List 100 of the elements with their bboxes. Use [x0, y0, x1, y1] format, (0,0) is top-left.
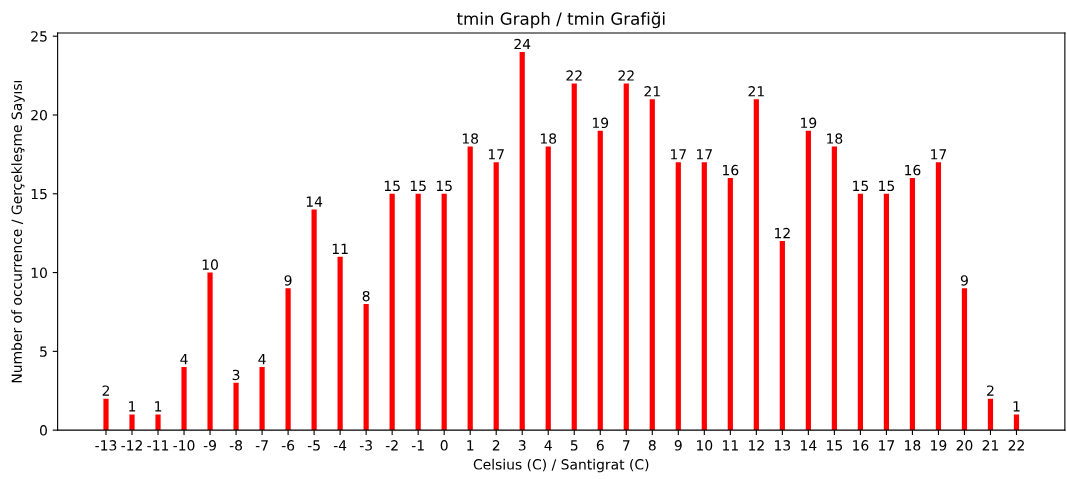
data-label: 1	[155, 401, 162, 412]
x-tick-label: 8	[648, 440, 656, 451]
bar	[129, 414, 135, 431]
data-label: 15	[853, 180, 869, 192]
x-tick-label: -13	[95, 440, 117, 451]
bar	[207, 272, 213, 431]
data-label: 17	[670, 149, 686, 160]
x-tick-label: -4	[333, 440, 347, 451]
bar	[181, 367, 187, 431]
data-label: 17	[931, 149, 947, 160]
data-label: 16	[905, 164, 921, 176]
x-tick-label: -3	[359, 440, 372, 451]
data-label: 3	[232, 369, 240, 381]
x-tick-label: -11	[147, 440, 169, 451]
x-tick-label: 7	[623, 440, 630, 451]
data-label: 18	[827, 133, 843, 144]
data-label: 11	[332, 243, 348, 254]
x-tick-label: 0	[440, 440, 448, 451]
x-tick-label: 21	[982, 440, 999, 451]
bar	[311, 209, 317, 431]
bar	[623, 83, 629, 431]
y-tick-label: 15	[31, 188, 47, 200]
bar	[493, 162, 499, 431]
x-tick-label: -5	[307, 440, 320, 451]
y-tick-label: 10	[31, 267, 47, 279]
bar	[337, 256, 343, 431]
data-label: 12	[775, 227, 790, 239]
bar	[935, 162, 942, 431]
bar	[805, 130, 811, 431]
x-tick-label: 9	[674, 440, 682, 451]
bar	[259, 367, 265, 431]
x-axis-title: Celsius (C) / Santigrat (C)	[473, 458, 649, 473]
bar	[1013, 414, 1020, 431]
x-tick-label: -9	[203, 440, 217, 451]
bar	[909, 178, 916, 431]
data-label: 1	[1013, 401, 1020, 412]
y-tick-label: 25	[31, 31, 47, 42]
data-label: 21	[748, 86, 764, 97]
bar	[753, 99, 759, 431]
data-label: 15	[879, 180, 895, 192]
x-tick-label: 2	[492, 440, 500, 451]
data-label: 2	[987, 385, 994, 396]
data-label: 17	[697, 149, 712, 160]
x-tick-label: 17	[879, 440, 895, 451]
data-label: 15	[410, 180, 426, 192]
bar	[285, 288, 291, 431]
x-tick-label: -8	[229, 440, 243, 451]
data-label: 10	[202, 259, 218, 270]
bar	[857, 193, 863, 431]
x-tick-label: 1	[467, 440, 474, 451]
data-label: 21	[644, 86, 660, 97]
bar	[441, 193, 447, 431]
x-tick-label: 13	[775, 440, 791, 451]
bar	[363, 304, 369, 431]
x-tick-label: 20	[956, 440, 973, 451]
bar	[597, 130, 603, 431]
bar	[415, 193, 421, 431]
x-tick-label: 6	[596, 440, 604, 451]
data-label: 4	[258, 354, 266, 365]
x-tick-label: 22	[1008, 440, 1024, 451]
x-tick-label: 16	[853, 440, 869, 451]
data-label: 15	[436, 180, 452, 192]
x-tick-label: -1	[411, 440, 424, 451]
bar	[649, 99, 655, 431]
chart-title: tmin Graph / tmin Grafiği	[456, 11, 665, 29]
data-label: 18	[540, 133, 557, 144]
y-axis-title: Number of occurrence / Gerçekleşme Sayısı	[11, 80, 25, 383]
y-tick-label: 20	[31, 109, 47, 121]
data-label: 16	[723, 164, 739, 176]
x-tick-label: 14	[801, 440, 817, 451]
data-label: 14	[306, 196, 323, 207]
data-label: 22	[618, 70, 634, 81]
x-tick-label: 18	[905, 440, 921, 451]
x-tick-label: 4	[544, 440, 552, 451]
bar	[389, 193, 395, 431]
data-label: 4	[180, 354, 188, 365]
x-tick-label: 19	[931, 440, 947, 451]
x-tick-label: -2	[385, 440, 398, 451]
data-label: 24	[514, 38, 531, 50]
data-label: 8	[362, 290, 370, 302]
data-label: 9	[284, 275, 292, 286]
bar	[155, 414, 161, 431]
x-tick-label: -7	[255, 440, 268, 451]
data-label: 2	[102, 385, 110, 396]
x-tick-label: 10	[697, 440, 713, 451]
data-label: 19	[801, 117, 817, 129]
y-tick-label: 0	[39, 425, 47, 436]
bar	[519, 51, 525, 431]
x-tick-label: 5	[570, 440, 578, 451]
x-tick-label: 11	[723, 440, 738, 451]
data-label: 19	[592, 117, 609, 129]
bar	[727, 178, 733, 431]
bar	[831, 146, 837, 431]
x-tick-label: 3	[518, 440, 526, 451]
x-tick-label: 12	[749, 440, 764, 451]
y-tick-label: 5	[40, 346, 47, 357]
bar	[467, 146, 473, 431]
data-label: 17	[488, 149, 504, 160]
x-tick-label: -12	[121, 440, 142, 451]
x-tick-label: 15	[827, 440, 843, 451]
